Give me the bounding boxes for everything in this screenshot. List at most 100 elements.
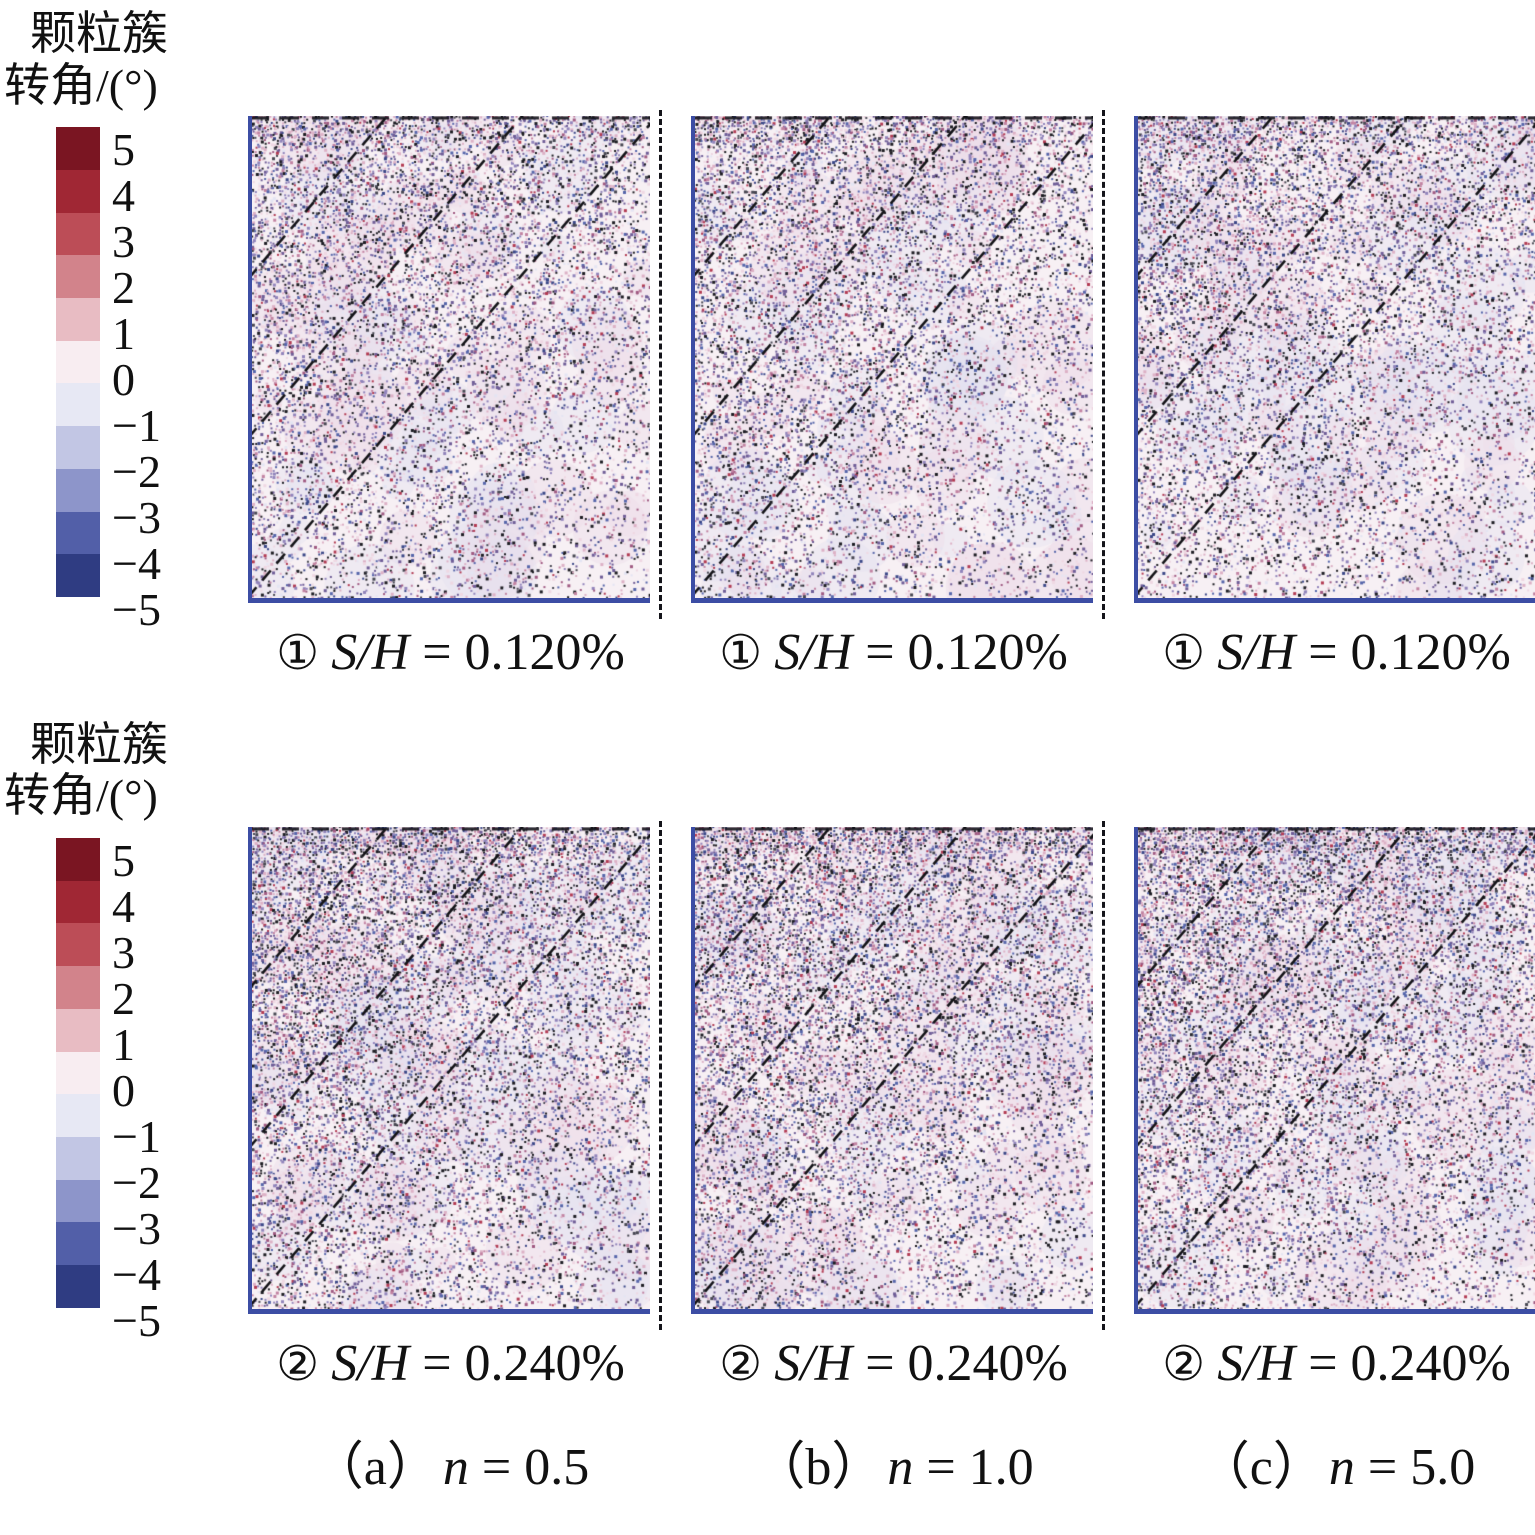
label-variable: S/H [331, 1334, 410, 1392]
colorbar-tick-label: 1 [112, 1018, 135, 1070]
circled-number: ② [276, 1335, 320, 1392]
circled-number: ① [1162, 625, 1206, 681]
colorbar-body: 5 4 3 2 1 0 −1 −2 −3 −4 −5 [4, 124, 210, 633]
colorbar-segment [56, 1094, 100, 1137]
panel-1c: ① S/H = 0.120% [1134, 6, 1535, 683]
caption-prefix: （c） [1197, 1438, 1325, 1496]
colorbar-segment [56, 255, 100, 298]
colorbar-ticks: 5 4 3 2 1 0 −1 −2 −3 −4 −5 [112, 834, 161, 1343]
legend-row-2: 颗粒簇 转角/(°) 5 4 3 2 1 0 −1 −2 −3 −4 −5 [4, 717, 210, 1344]
colorbar-segment [56, 1222, 100, 1266]
panel-canvas [248, 116, 650, 603]
colorbar-tick-label: 3 [112, 216, 135, 268]
colorbar-tick-label: 2 [112, 262, 135, 314]
colorbar [56, 127, 100, 598]
panel-canvas [691, 116, 1093, 603]
right-dashed-border [659, 820, 662, 1330]
colorbar-tick-label: −4 [112, 538, 161, 590]
colorbar-segment [56, 554, 100, 598]
circled-number: ① [276, 625, 320, 681]
caption-value: = 5.0 [1354, 1438, 1476, 1496]
circled-number: ① [719, 625, 763, 681]
panel-2a: ② S/H = 0.240% [248, 717, 662, 1394]
colorbar-ticks: 5 4 3 2 1 0 −1 −2 −3 −4 −5 [112, 124, 161, 633]
colorbar-tick-label: 5 [112, 124, 135, 176]
figure-row-2: 颗粒簇 转角/(°) 5 4 3 2 1 0 −1 −2 −3 −4 −5 ② S/H = 0.240… [4, 717, 1535, 1394]
colorbar-title-line2: 转角/(°) [4, 59, 158, 111]
colorbar-segment [56, 426, 100, 469]
colorbar-segment [56, 169, 100, 213]
panel-canvas [1134, 826, 1535, 1314]
colorbar-tick-label: 1 [112, 308, 135, 360]
colorbar-tick-label: 4 [112, 170, 135, 222]
colorbar-title-line2: 转角/(°) [4, 770, 158, 822]
colorbar-tick-label: −1 [112, 400, 161, 452]
panel-2c: ② S/H = 0.240% [1134, 717, 1535, 1394]
caption-prefix: （a） [311, 1438, 439, 1496]
panel-label: ② S/H = 0.240% [248, 1334, 653, 1394]
colorbar-tick-label: −5 [112, 584, 161, 636]
panel-canvas [691, 826, 1093, 1314]
colorbar-segment [56, 511, 100, 555]
colorbar-segment [56, 1051, 100, 1095]
colorbar-tick-label: 0 [112, 1064, 135, 1116]
panel-plot [691, 110, 1105, 619]
colorbar-segment [56, 880, 100, 924]
label-variable: S/H [774, 1334, 853, 1392]
caption-b: （b）n = 1.0 [691, 1424, 1096, 1499]
colorbar-tick-label: 3 [112, 926, 135, 978]
panel-canvas [248, 826, 650, 1314]
circled-number: ② [719, 1335, 763, 1392]
colorbar-tick-label: −4 [112, 1248, 161, 1300]
colorbar-tick-label: 5 [112, 834, 135, 886]
colorbar-segment [56, 468, 100, 512]
caption-variable: n [442, 1438, 469, 1496]
colorbar-segment [56, 383, 100, 427]
colorbar-segment [56, 297, 100, 341]
colorbar-tick-label: −2 [112, 446, 161, 498]
label-variable: S/H [1217, 1334, 1296, 1392]
panel-canvas [1134, 116, 1535, 603]
colorbar-body: 5 4 3 2 1 0 −1 −2 −3 −4 −5 [4, 834, 210, 1343]
caption-value: = 1.0 [913, 1438, 1034, 1496]
panel-label: ① S/H = 0.120% [691, 623, 1096, 683]
colorbar-segment [56, 923, 100, 967]
label-value: = 0.240% [409, 1334, 625, 1392]
colorbar-segment [56, 1265, 100, 1308]
panel-label: ② S/H = 0.240% [1134, 1334, 1535, 1394]
colorbar-title: 颗粒簇 转角/(°) [4, 8, 210, 111]
colorbar-segment [56, 212, 100, 256]
panel-label: ① S/H = 0.120% [1134, 623, 1535, 683]
colorbar-tick-label: −3 [112, 1202, 161, 1254]
colorbar [56, 837, 100, 1308]
caption-variable: n [887, 1438, 914, 1496]
colorbar-segment [56, 1179, 100, 1223]
colorbar-segment [56, 127, 100, 170]
colorbar-segment [56, 837, 100, 881]
label-value: = 0.240% [1295, 1334, 1511, 1392]
panel-plot [248, 110, 662, 619]
panel-plot [248, 820, 662, 1330]
caption-prefix: （b） [753, 1438, 884, 1496]
panel-plot [691, 820, 1105, 1330]
panel-2b: ② S/H = 0.240% [691, 717, 1105, 1394]
panel-label: ② S/H = 0.240% [691, 1334, 1096, 1394]
label-variable: S/H [1217, 624, 1296, 681]
colorbar-segment [56, 1136, 100, 1180]
colorbar-tick-label: 0 [112, 354, 135, 406]
colorbar-title: 颗粒簇 转角/(°) [4, 719, 210, 822]
colorbar-segment [56, 340, 100, 384]
label-value: = 0.120% [852, 624, 1068, 681]
captions-spacer [4, 1424, 210, 1499]
panel-plot [1134, 826, 1535, 1314]
label-variable: S/H [774, 624, 853, 681]
caption-value: = 0.5 [468, 1438, 590, 1496]
figure-row-1: 颗粒簇 转角/(°) 5 4 3 2 1 0 −1 −2 −3 −4 −5 ① S/H = 0.120… [4, 6, 1535, 683]
caption-c: （c）n = 5.0 [1134, 1424, 1535, 1499]
colorbar-tick-label: 2 [112, 972, 135, 1024]
panel-1b: ① S/H = 0.120% [691, 6, 1105, 683]
colorbar-tick-label: 4 [112, 880, 135, 932]
right-dashed-border [1102, 110, 1105, 619]
captions-row: （a）n = 0.5 （b）n = 1.0 （c）n = 5.0 [4, 1424, 1535, 1499]
